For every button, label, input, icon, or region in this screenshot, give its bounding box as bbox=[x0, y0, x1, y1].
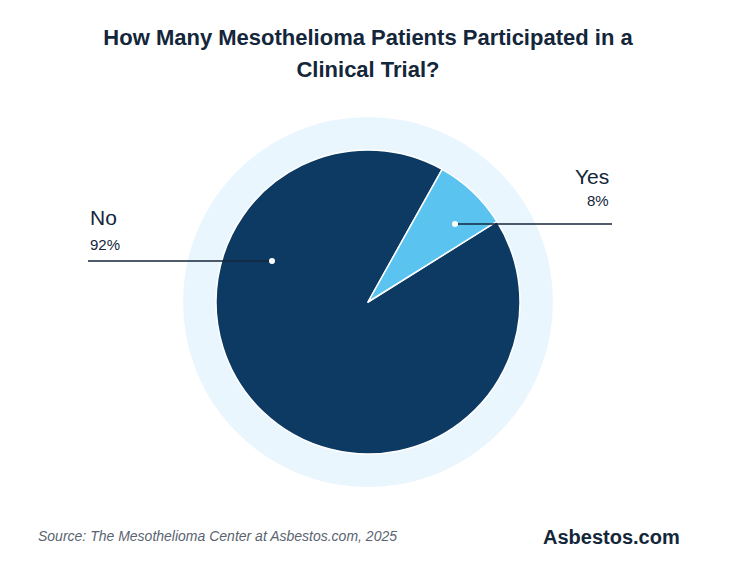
svg-text:Asbestos.com: Asbestos.com bbox=[543, 526, 680, 548]
svg-text:Yes: Yes bbox=[575, 165, 609, 188]
svg-text:8%: 8% bbox=[587, 192, 609, 209]
html-text:How Many Mesothelioma Patients: How Many Mesothelioma Patients Participa… bbox=[103, 25, 633, 82]
svg-text:No: No bbox=[90, 206, 117, 229]
svg-text:92%: 92% bbox=[90, 236, 120, 253]
svg-text:Source: The Mesothelioma Cente: Source: The Mesothelioma Center at Asbes… bbox=[38, 528, 397, 544]
